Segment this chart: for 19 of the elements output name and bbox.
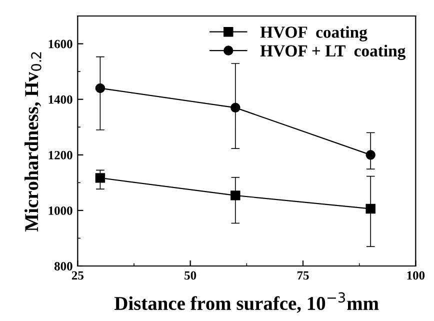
point xyxy=(230,190,240,200)
y-tick-label: 1200 xyxy=(48,150,72,160)
point xyxy=(95,83,106,94)
x-tick-label: 100 xyxy=(407,271,425,280)
y-tick-label: 1000 xyxy=(48,206,72,215)
y-tick-label: 1400 xyxy=(48,95,72,104)
point xyxy=(366,204,376,214)
x-tick-label: 75 xyxy=(297,271,309,280)
y-axis-title: Microhardness, Hv$_{0.2}$ xyxy=(24,52,42,232)
x-tick-label: 50 xyxy=(184,271,196,280)
point xyxy=(95,173,106,183)
point xyxy=(366,150,376,160)
legend-label: HVOF + LT coating xyxy=(260,44,406,60)
point xyxy=(230,102,240,113)
x-axis-title: Distance from surafce, 10$^{−3}$mm xyxy=(114,292,379,313)
legend-label: HVOF coating xyxy=(260,26,368,42)
x-tick-label: 25 xyxy=(72,271,84,280)
y-tick-label: 1600 xyxy=(48,40,72,48)
y-tick-label: 800 xyxy=(54,262,72,270)
